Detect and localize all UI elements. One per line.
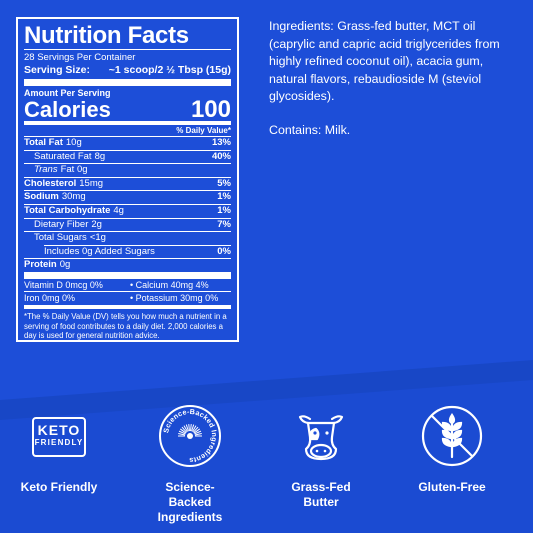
serving-size: Serving Size: ~1 scoop/2 ½ Tbsp (15g) <box>24 64 231 79</box>
amount-per-serving: Amount Per Serving <box>24 88 111 98</box>
nutrition-title: Nutrition Facts <box>24 22 189 49</box>
keto-friendly-icon: KETO FRIENDLY <box>28 405 90 467</box>
badge-label: Gluten-Free <box>418 480 486 494</box>
badge-label: Science-Backed Ingredients <box>157 480 223 524</box>
nutrient-row-total-fat: Total Fat 10g 13% <box>24 137 231 148</box>
vitamin-row: Iron 0mg 0% • Potassium 30mg 0% <box>24 293 219 304</box>
cow-icon <box>290 405 352 467</box>
calories-value: 100 <box>190 96 231 123</box>
vitamin-row-right: • Calcium 40mg 4% <box>130 279 209 290</box>
servings-per-container: 28 Servings Per Container <box>24 52 136 63</box>
nutrient-row-saturated-fat: Saturated Fat 8g 40% <box>34 150 231 162</box>
badge-keto-friendly: KETO FRIENDLY Keto Friendly <box>14 405 104 495</box>
science-backed-icon: Science-Backed Ingredients <box>159 405 221 467</box>
badge-science-backed: Science-Backed Ingredients Science-Backe… <box>145 405 235 525</box>
ingredients-text: Ingredients: Grass-fed butter, MCT oil (… <box>269 19 500 103</box>
badge-grass-fed: Grass-Fed Butter <box>276 405 366 510</box>
serving-size-label: Serving Size: <box>24 64 90 76</box>
nutrient-row-cholesterol: Cholesterol 15mg 5% <box>24 177 231 189</box>
nutrient-row-protein: Protein 0g <box>24 259 71 271</box>
daily-value-footnote: *The % Daily Value (DV) tells you how mu… <box>24 311 227 341</box>
gluten-free-icon <box>421 405 483 467</box>
nutrient-row-sodium: Sodium 30mg 1% <box>24 191 231 203</box>
vitamin-row-right: • Potassium 30mg 0% <box>130 293 219 304</box>
nutrient-row-added-sugars: Includes 0g Added Sugars 0% <box>44 245 231 257</box>
daily-value-header: % Daily Value* <box>176 126 231 135</box>
calories-label: Calories <box>24 97 111 122</box>
calories-row: Calories 100 <box>24 96 231 123</box>
nutrient-row-trans-fat: Trans Fat 0g <box>34 164 88 176</box>
badge-label: Grass-Fed Butter <box>291 480 351 509</box>
nutrient-row-total-sugars: Total Sugars <1g <box>34 232 106 244</box>
badge-gluten-free: Gluten-Free <box>407 405 497 495</box>
badge-label: Keto Friendly <box>20 480 98 494</box>
nutrient-row-total-carbohydrate: Total Carbohydrate 4g 1% <box>24 204 231 216</box>
vitamin-row: Vitamin D 0mcg 0% • Calcium 40mg 4% <box>24 279 209 290</box>
serving-size-value: ~1 scoop/2 ½ Tbsp (15g) <box>108 64 231 76</box>
allergen-text: Contains: Milk. <box>269 123 351 137</box>
nutrition-facts-panel: Nutrition Facts 28 Servings Per Containe… <box>16 17 239 342</box>
nutrient-row-dietary-fiber: Dietary Fiber 2g 7% <box>34 218 231 230</box>
